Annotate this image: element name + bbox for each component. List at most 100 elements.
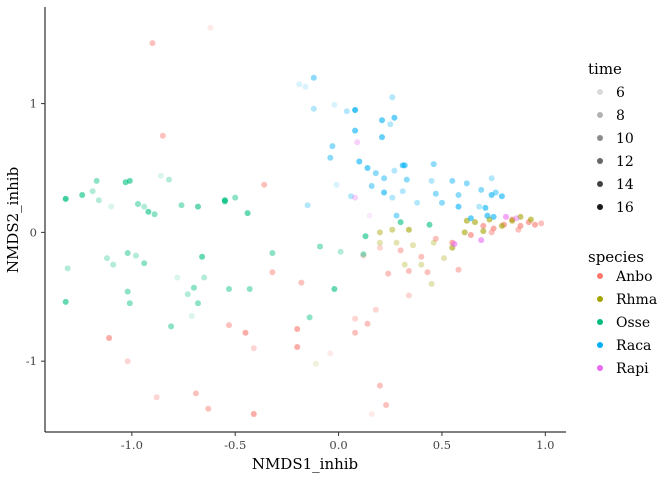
legend-species-key <box>597 342 603 348</box>
data-point-osse <box>135 201 141 207</box>
x-tick-label: 0.0 <box>329 438 347 452</box>
data-point-rhma <box>480 228 487 235</box>
data-point-anbo <box>250 411 257 417</box>
data-point-raca <box>439 199 445 206</box>
legend-species-title: species <box>588 248 644 266</box>
data-point-osse <box>317 243 323 250</box>
x-axis-title: NMDS1_inhib <box>252 455 358 473</box>
data-point-anbo <box>124 358 131 365</box>
data-point-anbo <box>515 226 522 233</box>
data-point-raca <box>449 177 456 184</box>
data-point-anbo <box>376 382 383 389</box>
data-point-anbo <box>149 40 156 47</box>
data-point-osse <box>166 176 172 183</box>
data-point-raca <box>467 215 474 222</box>
data-point-rapi <box>354 139 361 146</box>
data-point-rapi <box>366 212 373 219</box>
data-point-anbo <box>383 402 390 408</box>
legend-species-key <box>597 296 603 302</box>
data-point-raca <box>329 143 336 150</box>
data-point-osse <box>133 252 139 259</box>
points-layer <box>62 24 545 417</box>
data-point-raca <box>403 176 410 183</box>
data-point-anbo <box>192 390 199 397</box>
data-point-rhma <box>393 239 400 246</box>
data-point-osse <box>190 284 197 291</box>
data-point-anbo <box>352 315 359 322</box>
data-point-anbo <box>490 225 497 232</box>
data-point-raca <box>455 203 462 210</box>
data-point-anbo <box>397 247 404 254</box>
data-point-anbo <box>405 268 412 274</box>
data-point-osse <box>174 274 181 281</box>
legend-species: species Anbo Rhma Osse Raca Rapi <box>588 248 657 377</box>
data-point-anbo <box>467 232 474 238</box>
data-point-osse <box>199 253 206 260</box>
legend-time-label: 6 <box>616 85 625 101</box>
data-point-rapi <box>513 215 520 222</box>
data-point-raca <box>304 202 311 209</box>
data-point-raca <box>476 203 483 210</box>
legend-species-label: Osse <box>616 315 650 331</box>
data-point-anbo <box>424 269 431 276</box>
data-point-raca <box>389 94 396 101</box>
x-tick-label: 1.0 <box>536 438 554 452</box>
data-point-osse <box>79 192 86 198</box>
data-point-raca <box>488 175 495 182</box>
legend-species-label: Rhma <box>616 292 657 308</box>
data-point-rhma <box>527 216 534 223</box>
data-point-raca <box>372 170 379 177</box>
legend-species-items: Anbo Rhma Osse Raca Rapi <box>597 269 657 377</box>
data-point-raca <box>430 161 437 168</box>
legend-time: time 6 8 10 12 14 16 <box>588 60 634 216</box>
data-point-rhma <box>509 217 516 224</box>
data-point-osse <box>201 274 208 281</box>
data-point-osse <box>62 298 69 305</box>
data-point-osse <box>110 261 117 268</box>
data-point-raca <box>379 134 385 141</box>
data-point-raca <box>327 154 334 161</box>
y-ticks: -1 0 1 <box>26 97 45 368</box>
data-point-anbo <box>153 394 160 401</box>
data-point-raca <box>488 192 495 198</box>
data-point-osse <box>89 188 96 195</box>
data-point-raca <box>393 212 400 219</box>
data-point-osse <box>151 211 158 218</box>
legend-time-title: time <box>588 60 622 78</box>
data-point-raca <box>389 194 396 201</box>
data-point-raca <box>379 117 385 124</box>
data-point-rhma <box>418 261 425 268</box>
legend-time-label: 8 <box>616 108 625 124</box>
data-point-raca <box>414 199 421 206</box>
data-point-osse <box>226 286 232 292</box>
data-point-anbo <box>242 329 249 336</box>
data-point-osse <box>184 291 191 298</box>
data-point-anbo <box>385 270 392 277</box>
data-point-rhma <box>461 229 468 236</box>
data-point-osse <box>93 177 100 184</box>
x-tick-label: -0.5 <box>224 438 246 452</box>
legend-time-label: 12 <box>616 154 634 170</box>
legend-species-key <box>597 319 603 325</box>
data-point-rhma <box>376 239 383 246</box>
legend-time-key <box>597 112 603 118</box>
legend-time-key <box>597 204 603 210</box>
data-point-raca <box>364 165 371 171</box>
legend-time-key <box>597 181 603 187</box>
data-point-osse <box>126 300 133 307</box>
data-point-rapi <box>352 194 359 201</box>
y-tick-label: -1 <box>26 354 37 368</box>
data-point-raca <box>391 114 398 121</box>
data-point-raca <box>343 108 350 115</box>
data-point-rapi <box>503 213 509 220</box>
data-point-osse <box>108 203 115 210</box>
y-tick-label: 1 <box>30 97 37 111</box>
data-point-osse <box>157 172 164 179</box>
data-point-osse <box>141 203 148 210</box>
data-point-rhma <box>410 242 416 249</box>
data-point-rhma <box>428 280 435 287</box>
legend-time-label: 16 <box>616 200 634 216</box>
data-point-anbo <box>405 292 412 299</box>
data-point-osse <box>104 255 110 262</box>
